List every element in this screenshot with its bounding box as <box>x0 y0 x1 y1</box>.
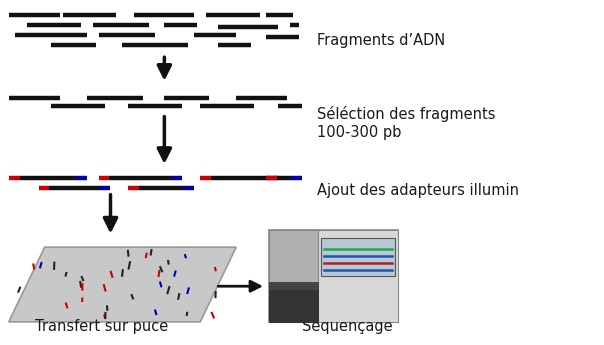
Text: Fragments d’ADN: Fragments d’ADN <box>317 33 445 48</box>
Text: Ajout des adapteurs illumin: Ajout des adapteurs illumin <box>317 183 519 198</box>
FancyBboxPatch shape <box>269 290 318 322</box>
Polygon shape <box>9 247 236 322</box>
FancyBboxPatch shape <box>318 230 398 322</box>
FancyBboxPatch shape <box>269 230 318 322</box>
Text: Séléction des fragments
100-300 pb: Séléction des fragments 100-300 pb <box>317 106 495 140</box>
Text: Transfert sur puce: Transfert sur puce <box>35 319 168 334</box>
Text: Séquençage: Séquençage <box>301 318 392 334</box>
FancyBboxPatch shape <box>321 238 395 276</box>
FancyBboxPatch shape <box>269 230 398 322</box>
FancyBboxPatch shape <box>269 283 318 290</box>
